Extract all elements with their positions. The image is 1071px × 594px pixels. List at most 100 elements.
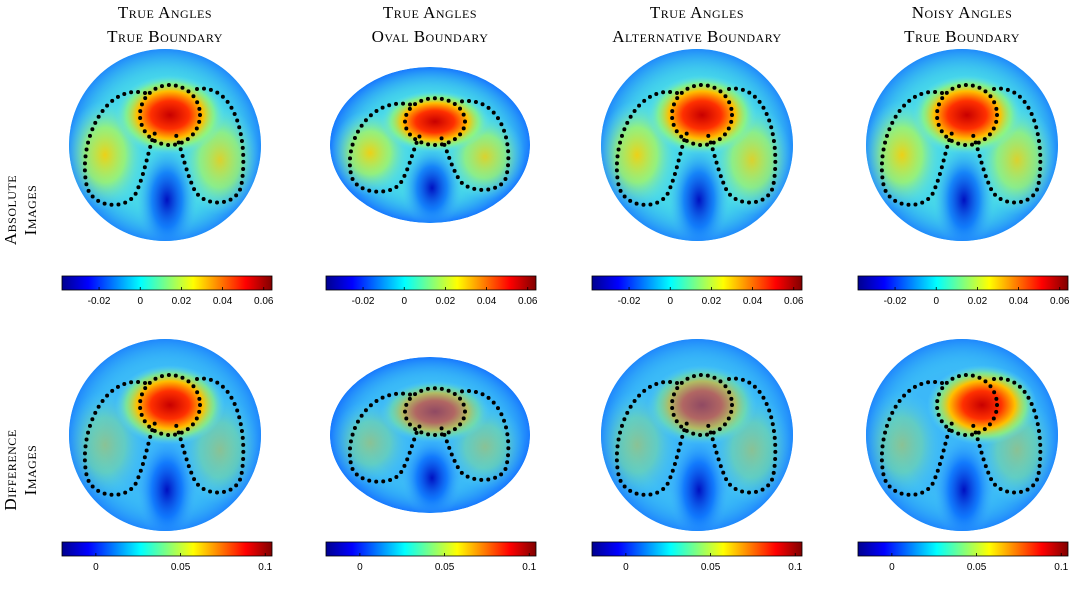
warm: [866, 390, 942, 500]
colorbar-tick-label: 0.1: [522, 562, 536, 573]
image-panel: [69, 339, 261, 531]
heart-contour: [937, 85, 997, 145]
colorbar-tick-label: 0.04: [1009, 296, 1029, 307]
colorbar: [61, 541, 273, 557]
hot: [927, 365, 1037, 445]
colorbar-tick-label: 0.06: [784, 296, 804, 307]
colorbar: [325, 541, 537, 557]
colorbar-tick-label: 0.02: [436, 296, 456, 307]
hot: [647, 365, 757, 445]
colorbar-tick-label: 0.05: [171, 562, 191, 573]
colorbar-tick-label: 0.04: [743, 296, 763, 307]
colorbar-tick-label: 0: [889, 562, 895, 573]
lung-contour: [350, 394, 420, 482]
cold: [137, 435, 197, 531]
heatmap: [330, 357, 530, 513]
lung-contour: [882, 92, 952, 205]
column-title: True Angles: [383, 3, 477, 22]
colorbar: [325, 275, 537, 291]
colorbar-tick-label: 0: [357, 562, 363, 573]
colorbar-tick-label: 0: [401, 296, 407, 307]
colorbar-tick-label: 0.04: [477, 296, 497, 307]
colorbar-tick-label: -0.02: [618, 296, 641, 307]
colorbar-tick-label: 0.06: [1050, 296, 1070, 307]
colorbar-tick-label: -0.02: [88, 296, 111, 307]
cold: [669, 435, 729, 531]
lung-contour: [882, 382, 952, 495]
colorbar-tick-label: 0.05: [701, 562, 721, 573]
column-title: Noisy Angles: [912, 3, 1013, 22]
hot: [647, 75, 757, 155]
lung-contour: [175, 89, 243, 203]
colorbar-tick-label: 0: [137, 296, 143, 307]
image-panel: [69, 49, 261, 241]
lung-contour: [617, 382, 687, 495]
heart-contour: [405, 98, 465, 145]
colorbar: [61, 275, 273, 291]
image-panel: [330, 357, 530, 513]
cold: [402, 145, 462, 223]
lung-contour: [617, 92, 687, 205]
heatmap: [601, 339, 793, 531]
image-panel: [601, 339, 793, 531]
colorbar-tick-label: 0.05: [435, 562, 455, 573]
heatmap: [69, 49, 261, 241]
heatmap: [866, 339, 1058, 531]
colorbar-tick-label: 0.02: [702, 296, 722, 307]
row-label: Absolute: [1, 175, 20, 245]
colorbar: [591, 541, 803, 557]
colorbar-tick-label: 0.05: [967, 562, 987, 573]
lung-contour: [972, 89, 1040, 203]
colorbar: [857, 541, 1069, 557]
hot: [380, 380, 490, 443]
cold: [137, 145, 197, 241]
row-label: Images: [21, 445, 40, 496]
colorbar-tick-label: 0.1: [1054, 562, 1068, 573]
colorbar-tick-label: 0.06: [518, 296, 538, 307]
heart-contour: [937, 375, 997, 435]
lung-contour: [350, 104, 420, 192]
lung-contour: [707, 89, 775, 203]
colorbar-tick-label: -0.02: [884, 296, 907, 307]
column-title: True Boundary: [107, 27, 223, 46]
column-title: Oval Boundary: [372, 27, 489, 46]
colorbar: [591, 275, 803, 291]
image-panel: [601, 49, 793, 241]
heatmap: [69, 339, 261, 531]
colorbar: [857, 275, 1069, 291]
image-panel: [866, 339, 1058, 531]
lung-contour: [175, 379, 243, 493]
heart-contour: [140, 375, 200, 435]
lung-contour: [707, 379, 775, 493]
column-title: Alternative Boundary: [612, 27, 781, 46]
cold: [934, 145, 994, 241]
lung-contour: [85, 92, 155, 205]
row-label: Images: [21, 185, 40, 236]
cold: [402, 435, 462, 513]
colorbar-tick-label: 0.1: [258, 562, 272, 573]
hot: [115, 75, 225, 155]
heart-contour: [672, 85, 732, 145]
colorbar-tick-label: 0.02: [172, 296, 192, 307]
colorbar-tick-label: 0.04: [213, 296, 233, 307]
colorbar-tick-label: 0.02: [968, 296, 988, 307]
cold: [669, 145, 729, 241]
colorbar-tick-label: 0: [933, 296, 939, 307]
heatmap: [601, 49, 793, 241]
image-panel: [866, 49, 1058, 241]
hot: [912, 75, 1022, 155]
cold: [934, 435, 994, 531]
hot: [380, 90, 490, 153]
colorbar-tick-label: 0.1: [788, 562, 802, 573]
colorbar-tick-label: 0: [623, 562, 629, 573]
heart-contour: [672, 375, 732, 435]
colorbar-tick-label: 0.06: [254, 296, 274, 307]
heatmap: [330, 67, 530, 223]
column-title: True Boundary: [904, 27, 1020, 46]
hot: [115, 365, 225, 445]
lung-contour: [972, 379, 1040, 493]
image-panel: [330, 67, 530, 223]
column-title: True Angles: [650, 3, 744, 22]
column-title: True Angles: [118, 3, 212, 22]
